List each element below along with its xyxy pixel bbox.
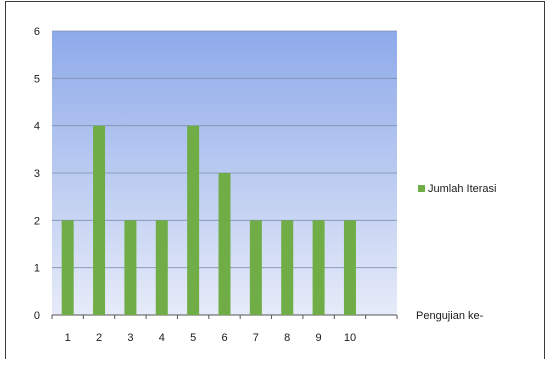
bars (61, 125, 356, 316)
bar-9 (312, 220, 325, 315)
x-tick-label: 4 (159, 332, 165, 344)
y-tick-label: 4 (34, 121, 40, 133)
x-tick-label: 10 (344, 332, 356, 344)
bar-4 (155, 220, 168, 315)
x-tick-label: 3 (127, 332, 133, 344)
y-tick-label: 3 (34, 168, 40, 180)
legend-swatch (418, 185, 425, 192)
bar-1 (61, 220, 74, 315)
bar-10 (343, 220, 356, 315)
x-tick-label: 9 (316, 332, 322, 344)
chart-frame: 0 1 2 3 4 5 6 1 2 3 4 5 6 7 8 9 10 Jumlah Iterasi Pengu… (5, 1, 545, 359)
y-tick-label: 2 (34, 215, 40, 227)
bar-chart: 0 1 2 3 4 5 6 1 2 3 4 5 6 7 8 9 10 Jumlah Iterasi Pengu… (34, 26, 497, 344)
bar-8 (281, 220, 294, 315)
y-tick-label: 0 (34, 310, 40, 322)
bar-3 (124, 220, 137, 315)
bar-7 (249, 220, 262, 315)
x-tick-label: 6 (221, 332, 227, 344)
x-tick-label: 7 (253, 332, 259, 344)
legend-label: Jumlah Iterasi (428, 183, 496, 195)
x-axis-title: Pengujian ke- (416, 310, 484, 322)
y-tick-label: 5 (34, 73, 40, 85)
x-tick-label: 5 (190, 332, 196, 344)
bar-5 (187, 125, 200, 316)
y-axis-ticks: 0 1 2 3 4 5 6 (34, 26, 40, 322)
legend: Jumlah Iterasi (418, 183, 496, 195)
x-tick-label: 2 (96, 332, 102, 344)
y-tick-label: 1 (34, 263, 40, 275)
x-tick-label: 1 (65, 332, 71, 344)
bar-2 (93, 125, 106, 316)
y-tick-label: 6 (34, 26, 40, 38)
x-axis-ticks: 1 2 3 4 5 6 7 8 9 10 (65, 332, 356, 344)
bar-6 (218, 173, 231, 315)
x-tick-label: 8 (284, 332, 290, 344)
